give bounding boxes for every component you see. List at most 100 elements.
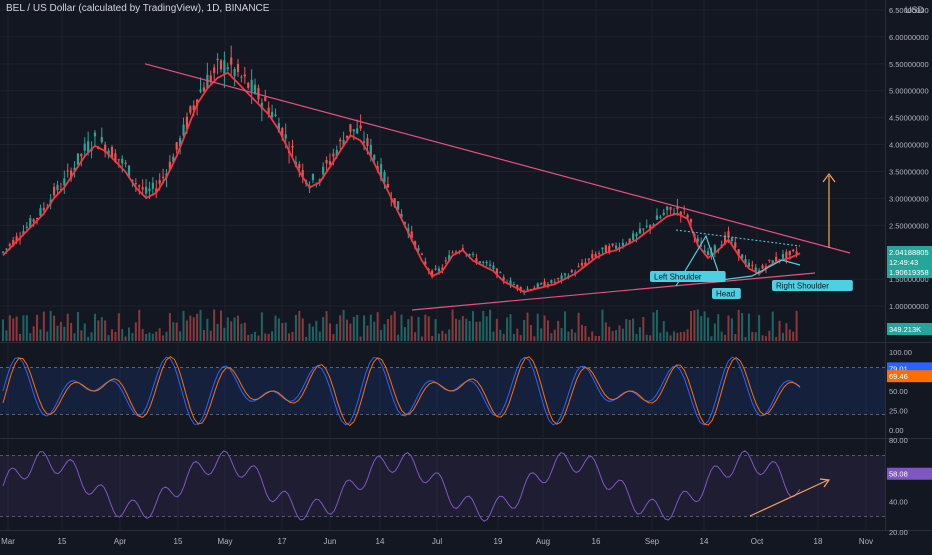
volume-bar	[63, 326, 66, 341]
candle-body	[117, 159, 120, 161]
candle-body	[236, 64, 240, 73]
candle-body	[172, 156, 175, 162]
candle-body	[362, 141, 366, 143]
candle-body	[686, 214, 689, 218]
volume-bar	[80, 330, 83, 341]
volume-bar	[628, 320, 631, 341]
candle-body	[621, 242, 624, 246]
volume-bar	[441, 330, 444, 341]
volume-bar	[305, 336, 308, 341]
volume-bar	[550, 333, 553, 341]
volume-bar	[134, 322, 137, 341]
candle-body	[250, 79, 253, 92]
volume-bar	[393, 311, 396, 341]
candle-body	[131, 179, 134, 182]
volume-bar	[56, 325, 59, 341]
volume-bar	[587, 336, 590, 341]
volume-bar	[213, 309, 216, 341]
candle-body	[526, 288, 529, 290]
price-tick-label: 1.00000000	[889, 302, 929, 311]
volume-bar	[247, 334, 250, 341]
volume-bar	[747, 313, 750, 341]
volume-bar	[151, 333, 154, 341]
volume-bar	[792, 331, 795, 341]
volume-bar	[563, 311, 566, 341]
candle-body	[104, 144, 107, 153]
volume-bar	[8, 315, 11, 341]
price-tick-label: 6.00000000	[889, 33, 929, 42]
volume-bar	[625, 319, 628, 341]
volume-bar	[414, 332, 417, 341]
candle-body	[274, 114, 277, 116]
candle-body	[335, 149, 338, 157]
volume-bar	[53, 315, 56, 341]
candle-body	[635, 233, 638, 237]
candle-body	[594, 253, 597, 257]
candle-body	[352, 129, 355, 132]
candle-body	[1, 251, 5, 253]
volume-bar	[335, 323, 338, 341]
rsi-tick-label: 40.00	[889, 497, 908, 506]
candle-body	[785, 251, 788, 260]
x-tick-label: Apr	[114, 537, 127, 546]
volume-bar	[560, 328, 563, 341]
volume-bar	[577, 312, 580, 341]
candle-body	[32, 219, 35, 222]
volume-bar	[49, 310, 52, 341]
x-tick-label: Sep	[645, 537, 660, 546]
stoch-d-badge-bg	[887, 370, 932, 383]
volume-bar	[703, 311, 706, 341]
volume-bar	[506, 317, 509, 341]
candle-body	[301, 170, 304, 177]
candle-body	[369, 144, 372, 156]
x-tick-label: May	[217, 537, 232, 546]
volume-bar	[618, 325, 621, 341]
stoch-tick-label: 100.00	[889, 348, 912, 357]
volume-bar	[778, 320, 781, 341]
candle-body	[410, 231, 413, 238]
volume-bar	[489, 309, 492, 341]
candle-body	[253, 84, 257, 94]
volume-bar	[2, 319, 4, 341]
volume-bar	[437, 333, 440, 341]
volume-bar	[199, 309, 202, 341]
volume-bar	[386, 319, 389, 341]
volume-bar	[301, 318, 304, 341]
volume-bar	[645, 334, 648, 341]
candle-body	[414, 241, 417, 248]
volume-bar	[495, 318, 498, 341]
candle-body	[499, 272, 502, 274]
stoch-k-line	[2, 356, 801, 426]
volume-bar	[410, 316, 413, 341]
candle-body	[134, 183, 137, 185]
volume-bar	[83, 323, 86, 341]
volume-bar	[574, 332, 577, 341]
volume-bar	[431, 335, 434, 341]
volume-bar	[598, 336, 601, 341]
volume-bar	[274, 315, 277, 341]
volume-bar	[526, 312, 529, 341]
candle-body	[291, 145, 294, 148]
volume-bar	[237, 315, 240, 341]
candle-body	[22, 231, 25, 235]
candle-body	[662, 212, 665, 215]
volume-bar	[516, 328, 519, 341]
volume-bar	[696, 309, 699, 341]
chart-header: BEL / US Dollar (calculated by TradingVi…	[6, 3, 269, 14]
candle-body	[267, 107, 270, 114]
candle-body	[339, 139, 342, 142]
candle-body	[744, 259, 747, 264]
candle-body	[396, 201, 400, 210]
volume-badge: 349.213K	[889, 325, 921, 334]
candle-body	[557, 278, 560, 280]
candle-body	[138, 185, 141, 187]
rsi-tick-label: 80.00	[889, 436, 908, 445]
volume-bar	[19, 333, 22, 341]
volume-bar	[366, 325, 369, 341]
candle-body	[35, 218, 39, 220]
volume-bar	[376, 312, 379, 341]
last-price-badge: 2.04188805	[889, 248, 929, 257]
currency-unit: USD	[904, 5, 924, 15]
volume-bar	[499, 329, 502, 341]
volume-bar	[325, 311, 328, 341]
